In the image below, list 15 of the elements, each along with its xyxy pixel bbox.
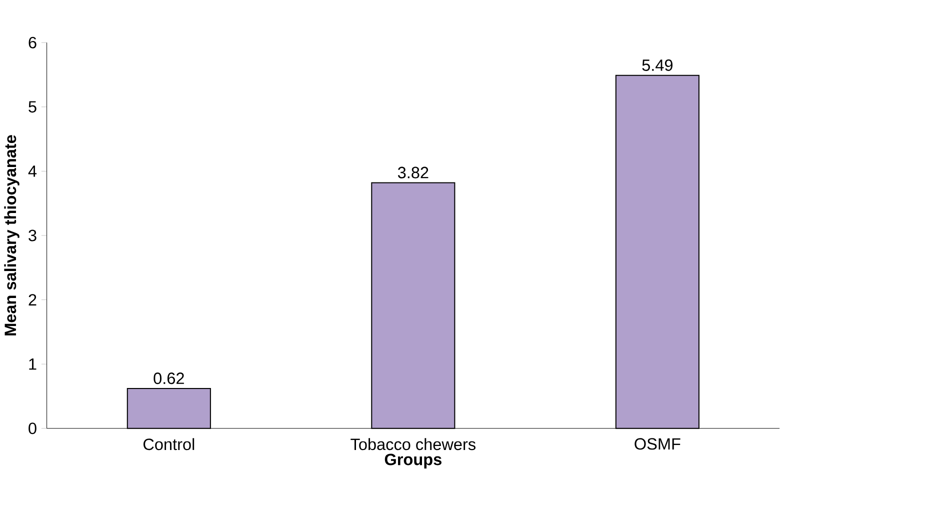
y-tick-label: 0 xyxy=(28,422,36,434)
data-label: 0.62 xyxy=(154,372,184,384)
y-tick-label: 1 xyxy=(29,358,36,370)
x-tick-label: OSMF xyxy=(634,438,680,450)
x-tick-label: Tobacco chewers xyxy=(350,438,476,450)
y-tick-label: 4 xyxy=(28,165,37,177)
data-label: 3.82 xyxy=(398,166,428,178)
y-tick-label: 2 xyxy=(28,294,36,306)
x-axis-title: Groups xyxy=(384,454,442,468)
y-tick-label: 6 xyxy=(28,36,36,48)
y-tick-label: 3 xyxy=(28,230,36,242)
y-tick-label: 5 xyxy=(28,101,36,112)
y-axis-title: Mean salivary thiocyanate xyxy=(4,135,20,336)
x-tick-label: Control xyxy=(144,438,194,450)
data-label: 5.49 xyxy=(642,59,673,71)
